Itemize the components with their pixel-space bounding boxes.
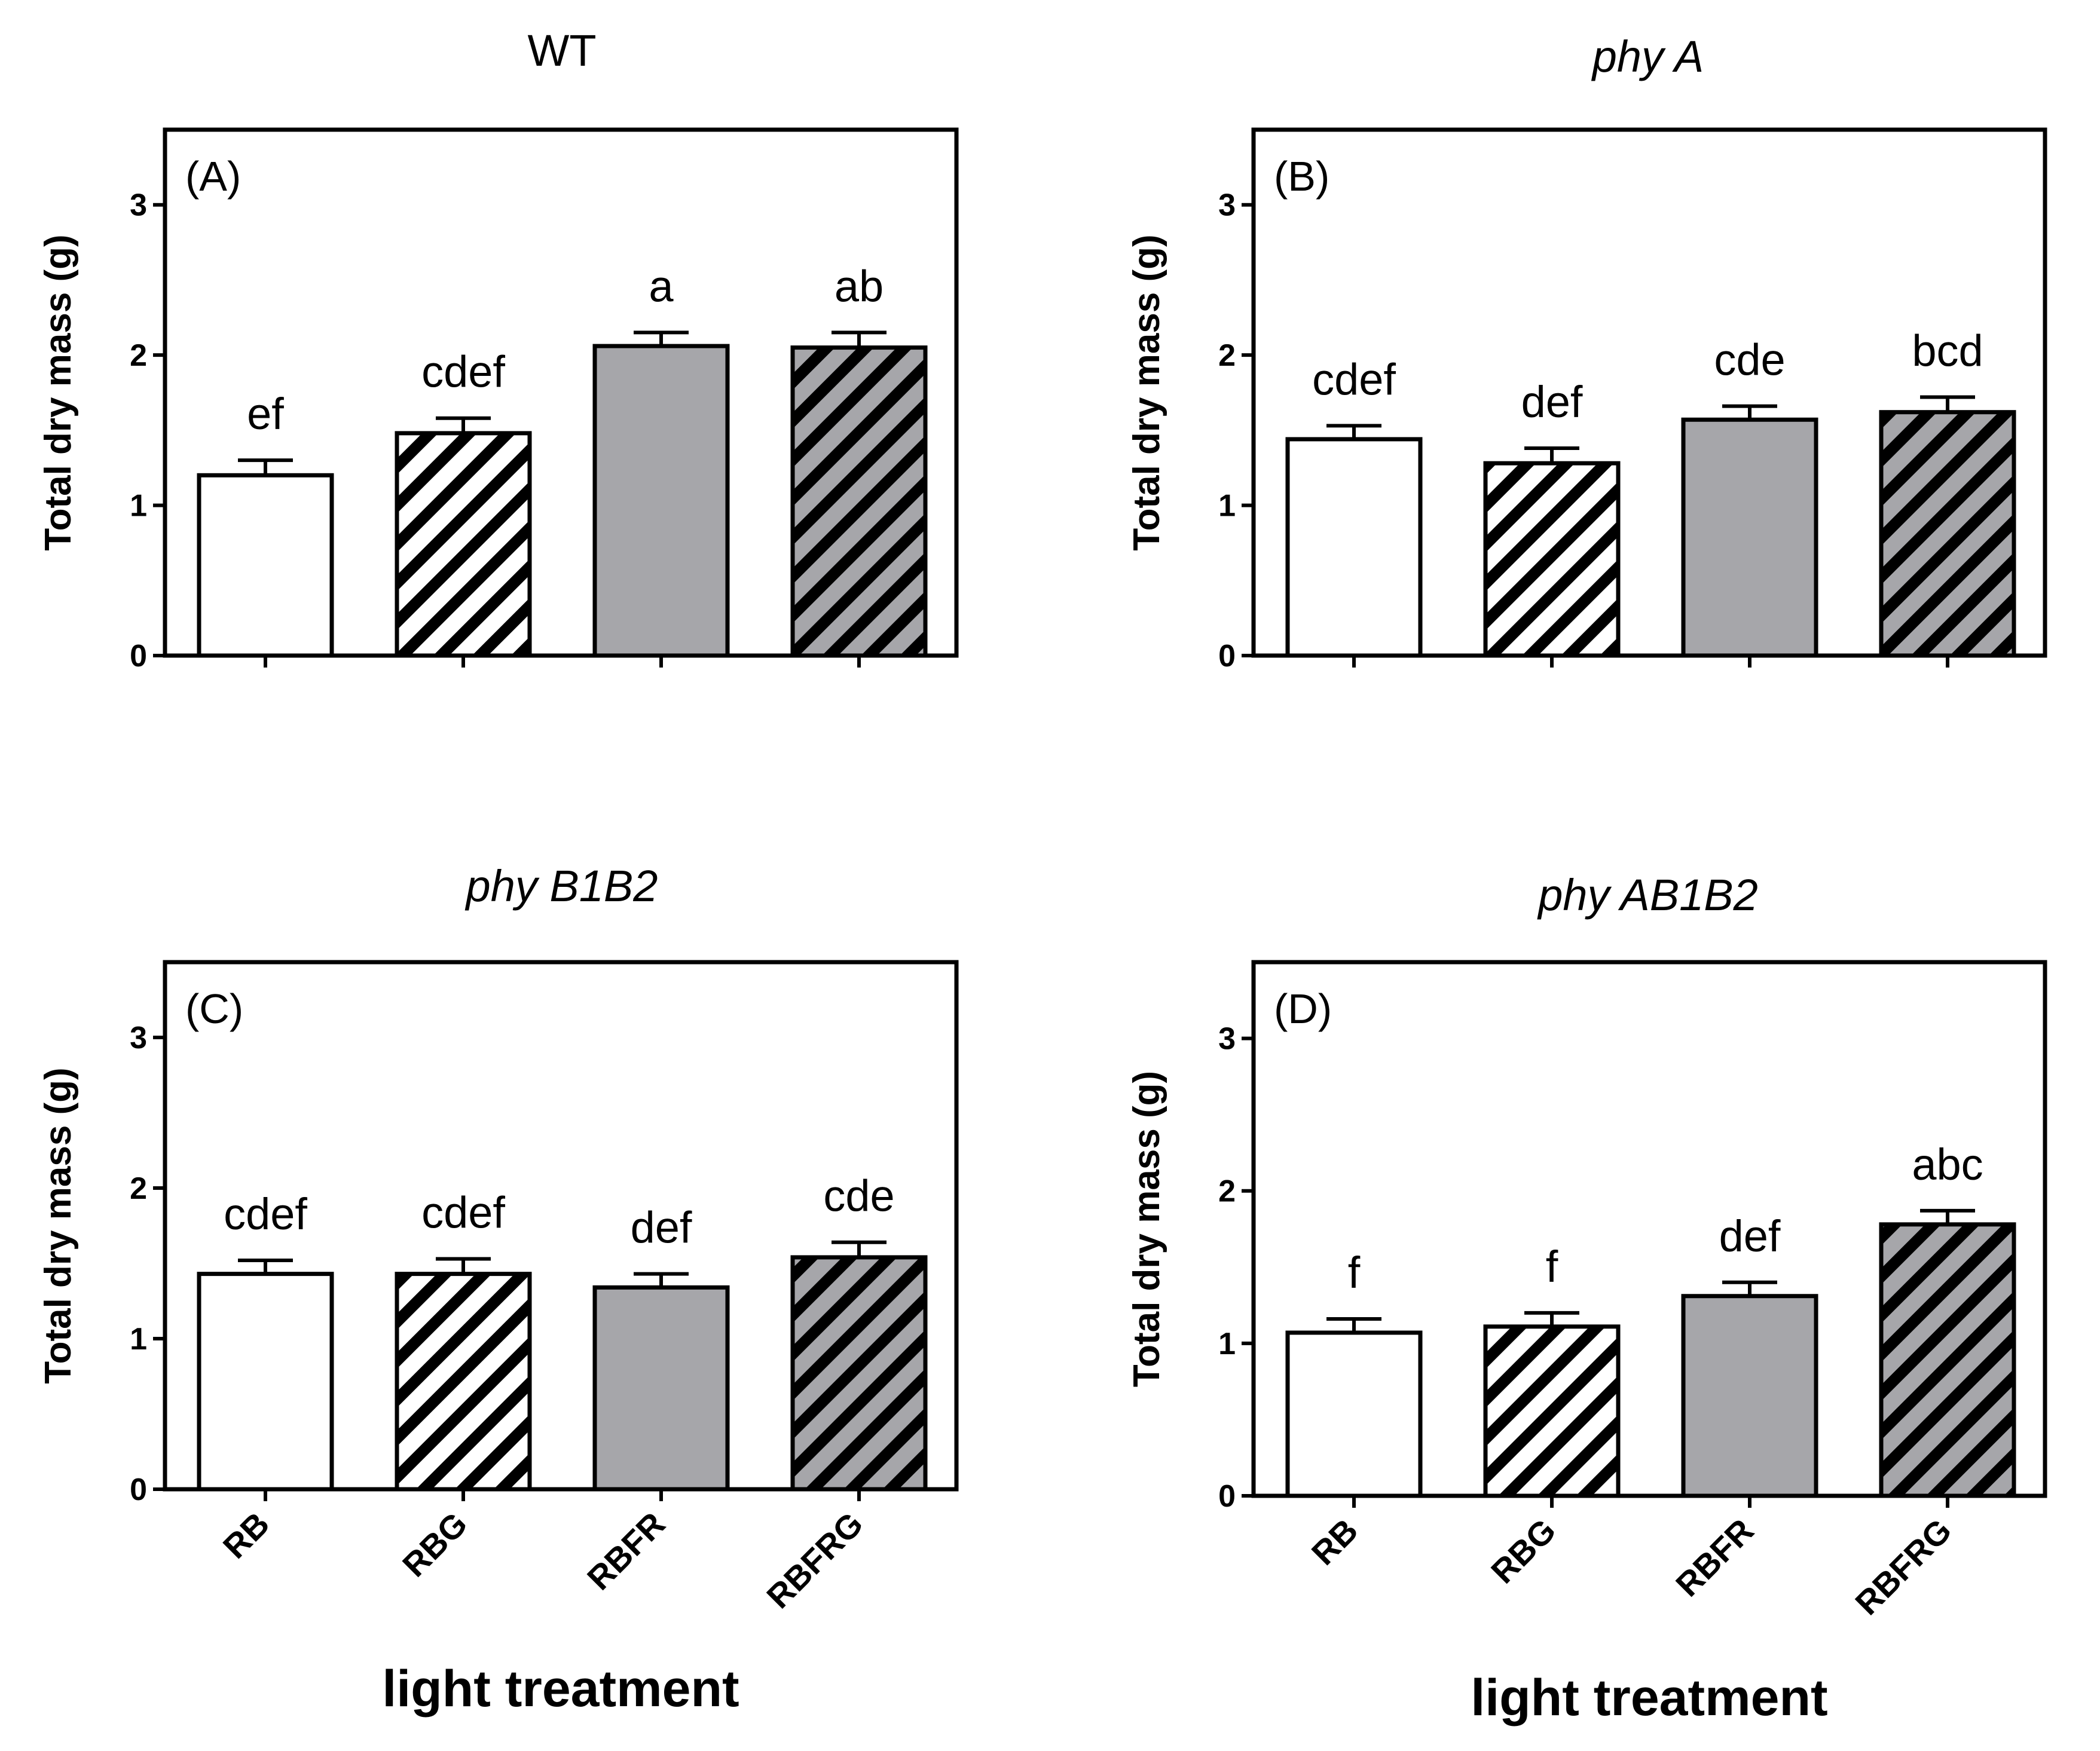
plot-frame xyxy=(1251,960,2047,1498)
y-tick-label: 1 xyxy=(130,1322,147,1357)
bar-rbg xyxy=(395,1272,532,1492)
panel-b: phy A (B) 0 1 2 3 Total dry mass (g) cdef def cde… xyxy=(1126,32,2047,674)
panel-c: phy B1B2 (C) 0 1 2 3 Total dry mass (g) cdef RB c… xyxy=(38,861,959,1718)
significance-letter: cde xyxy=(1714,335,1785,385)
y-tick-label: 3 xyxy=(130,1021,147,1055)
panel-a: WT (A) 0 1 2 3 Total dry mass (g) ef cdef a ab xyxy=(38,26,959,674)
panel-title: phy B1B2 xyxy=(465,861,658,911)
y-axis-label: Total dry mass (g) xyxy=(38,1067,79,1383)
significance-letter: abc xyxy=(1912,1140,1983,1189)
y-tick-label: 2 xyxy=(1218,338,1236,373)
y-tick-label: 2 xyxy=(130,1171,147,1206)
panel-label: (A) xyxy=(185,153,241,200)
x-category-label: RBFRG xyxy=(1848,1511,1958,1622)
y-tick-label: 2 xyxy=(130,338,147,373)
significance-letter: f xyxy=(1546,1242,1558,1291)
significance-letter: ef xyxy=(247,389,284,439)
bar-rb xyxy=(197,1272,334,1492)
x-category-label: RBFR xyxy=(580,1505,673,1597)
y-axis-label: Total dry mass (g) xyxy=(1126,234,1167,550)
y-tick-label: 1 xyxy=(130,489,147,524)
significance-letter: def xyxy=(1719,1211,1781,1261)
bar-rbfrg xyxy=(790,345,928,658)
significance-letter: bcd xyxy=(1912,326,1983,376)
plot-frame xyxy=(1251,127,2047,658)
bar-rbfr xyxy=(1681,417,1818,658)
x-category-label: RBG xyxy=(1484,1511,1563,1591)
plot-frame xyxy=(163,127,959,658)
panel-title: phy A xyxy=(1591,32,1704,81)
x-axis-label: light treatment xyxy=(1471,1669,1827,1726)
x-axis-label: light treatment xyxy=(382,1660,739,1718)
panel-label: (D) xyxy=(1274,985,1332,1032)
bar-rb xyxy=(1285,437,1423,658)
bar-rbfrg xyxy=(1879,1222,2016,1498)
significance-letter: ab xyxy=(835,261,884,311)
y-tick-label: 0 xyxy=(1218,1479,1236,1514)
bar-rbg xyxy=(1483,461,1621,658)
bar-rbfrg xyxy=(790,1255,928,1492)
significance-letter: def xyxy=(1521,377,1583,427)
x-category-label: RB xyxy=(1304,1511,1365,1572)
bar-rbfr xyxy=(592,1285,730,1492)
x-category-label: RBFR xyxy=(1668,1511,1761,1604)
significance-letter: cdef xyxy=(421,347,505,397)
bar-rbg xyxy=(1483,1324,1621,1498)
y-axis-label: Total dry mass (g) xyxy=(1126,1071,1167,1387)
x-category-label: RBG xyxy=(395,1505,475,1584)
panel-label: (C) xyxy=(185,985,243,1032)
significance-letter: cdef xyxy=(224,1189,307,1239)
bar-rbfrg xyxy=(1879,410,2016,658)
x-category-label: RBFRG xyxy=(759,1505,870,1615)
bar-rbfr xyxy=(592,344,730,658)
y-tick-label: 3 xyxy=(1218,188,1236,223)
significance-letter: def xyxy=(631,1203,692,1253)
y-tick-label: 0 xyxy=(130,1473,147,1507)
plot-frame xyxy=(163,960,959,1492)
y-tick-label: 2 xyxy=(1218,1174,1236,1209)
panel-d: phy AB1B2 (D) 0 1 2 3 Total dry mass (g) f RB f RB… xyxy=(1126,870,2047,1726)
x-category-label: RB xyxy=(216,1505,277,1566)
significance-letter: cdef xyxy=(421,1187,505,1237)
bar-rbg xyxy=(395,431,532,658)
y-axis-label: Total dry mass (g) xyxy=(38,234,79,550)
panel-title: WT xyxy=(527,26,596,75)
panel-label: (B) xyxy=(1274,153,1329,200)
bar-rb xyxy=(197,473,334,658)
y-tick-label: 1 xyxy=(1218,489,1236,524)
significance-letter: f xyxy=(1348,1248,1361,1297)
y-tick-label: 0 xyxy=(130,639,147,674)
panel-title: phy AB1B2 xyxy=(1537,870,1758,920)
bar-rbfr xyxy=(1681,1294,1818,1498)
y-tick-label: 1 xyxy=(1218,1327,1236,1361)
y-tick-label: 0 xyxy=(1218,639,1236,674)
y-tick-label: 3 xyxy=(1218,1022,1236,1057)
y-tick-label: 3 xyxy=(130,188,147,223)
bar-rb xyxy=(1285,1330,1423,1498)
significance-letter: a xyxy=(649,261,674,311)
significance-letter: cdef xyxy=(1312,354,1396,404)
significance-letter: cde xyxy=(823,1171,894,1221)
